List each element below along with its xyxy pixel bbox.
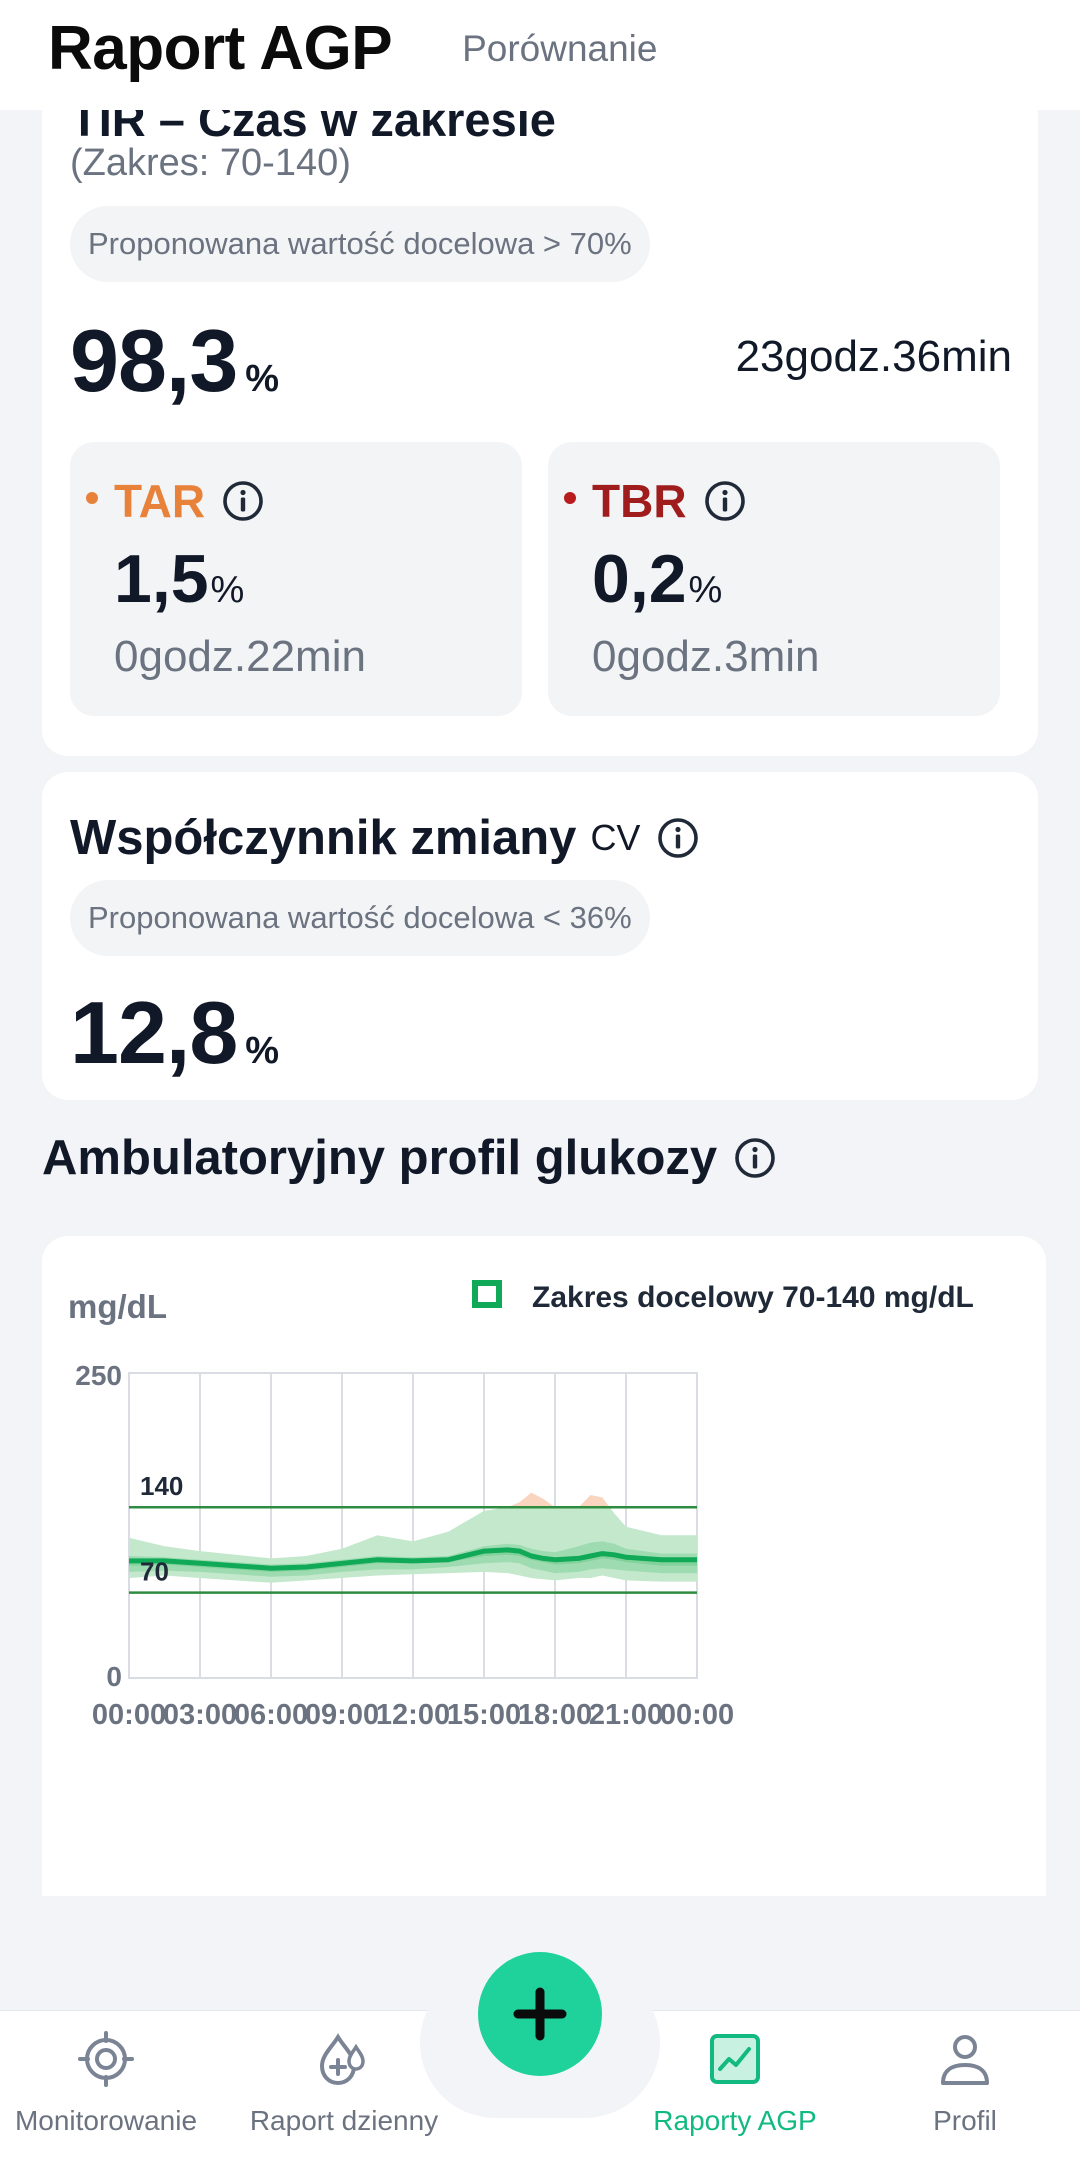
tir-target-pill: Proponowana wartość docelowa > 70% [70,206,650,282]
agp-section-title: Ambulatoryjny profil glukozy [42,1130,777,1186]
monitor-target-icon [78,2031,134,2087]
agp-chart: mg/dL Zakres docelowy 70-140 mg/dL 140 70… [68,1280,974,1731]
tar-header: TAR [86,474,265,528]
axis-ticks: 250000:0003:0006:0009:0012:0015:0018:002… [75,1360,734,1731]
daily-report-icon [319,2033,365,2086]
tbr-label: TBR [592,475,687,527]
agp-chart-card: mg/dL Zakres docelowy 70-140 mg/dL 140 70… [42,1236,1046,1896]
target-line-label: 70 [140,1557,169,1587]
info-icon[interactable] [703,479,747,523]
tir-unit: % [245,358,279,400]
agp-chart-icon [710,2034,760,2084]
tar-value-wrap: 1,5% [114,540,244,618]
nav-monitoring[interactable]: Monitorowanie [0,2011,212,2171]
outer-band-above-range [507,1492,610,1508]
x-tick-label: 00:00 [660,1699,734,1731]
tbr-card: TBR 0,2% 0godz.3min [548,442,1000,716]
tar-label: TAR [114,475,206,527]
legend-label: Zakres docelowy 70-140 mg/dL [532,1281,974,1314]
cv-abbr: CV [590,817,641,858]
tir-card: TIR – Czas w zakresie (Zakres: 70-140) P… [42,70,1038,756]
x-tick-label: 18:00 [518,1699,592,1731]
nav-daily-report[interactable]: Raport dzienny [228,2011,460,2171]
tir-time: 23godz.36min [735,332,1012,381]
tbr-unit: % [688,569,723,611]
x-tick-label: 12:00 [376,1699,450,1731]
profile-icon [941,2035,989,2085]
tbr-value: 0,2 [592,541,687,617]
x-tick-label: 21:00 [589,1699,663,1731]
nav-agp-reports[interactable]: Raporty AGP [630,2011,840,2171]
target-line-label: 140 [140,1471,183,1501]
tbr-header: TBR [564,474,747,528]
tbr-dot [564,492,576,504]
chart-grid [128,1372,698,1679]
nav-agp-reports-label: Raporty AGP [653,2105,817,2136]
cv-value-wrap: 12,8% [70,982,279,1084]
app-header: Raport AGP Porównanie [0,0,1080,110]
y-tick-label: 250 [75,1360,122,1391]
x-tick-label: 03:00 [163,1699,237,1731]
nav-profile-label: Profil [933,2105,997,2136]
tar-dot [86,492,98,504]
tbr-time: 0godz.3min [592,632,820,681]
x-tick-label: 00:00 [92,1699,166,1731]
cv-title-row: Współczynnik zmiany CV [70,810,700,866]
nav-monitoring-label: Monitorowanie [14,2105,198,2136]
add-button[interactable] [478,1952,602,2076]
cv-title: Współczynnik zmiany [70,811,577,865]
y-tick-label: 0 [106,1661,122,1692]
tir-value: 98,3 [70,311,238,410]
plus-icon [513,1987,567,2041]
median-line [129,1547,697,1571]
x-tick-label: 09:00 [305,1699,379,1731]
tir-range: (Zakres: 70-140) [70,142,351,184]
info-icon[interactable] [656,816,700,860]
tar-time: 0godz.22min [114,632,366,681]
target-lines: 140 70 [129,1471,697,1594]
target-range-legend-icon [472,1280,502,1308]
tab-compare[interactable]: Porównanie [462,28,658,69]
cv-value: 12,8 [70,983,238,1082]
info-icon[interactable] [221,479,265,523]
page-title: Raport AGP [48,14,393,83]
tar-value: 1,5 [114,541,209,617]
cv-card: Współczynnik zmiany CV Proponowana warto… [42,772,1038,1100]
agp-title: Ambulatoryjny profil glukozy [42,1131,718,1185]
cv-target-pill: Proponowana wartość docelowa < 36% [70,880,650,956]
x-tick-label: 15:00 [447,1699,521,1731]
nav-daily-report-label: Raport dzienny [249,2105,439,2136]
tar-unit: % [210,569,245,611]
nav-profile[interactable]: Profil [880,2011,1050,2171]
tar-card: TAR 1,5% 0godz.22min [70,442,522,716]
tir-value-wrap: 98,3% [70,310,279,412]
tbr-value-wrap: 0,2% [592,540,722,618]
cv-unit: % [245,1030,279,1072]
legend: Zakres docelowy 70-140 mg/dL [472,1280,974,1314]
info-icon[interactable] [733,1136,777,1180]
x-tick-label: 06:00 [234,1699,308,1731]
chart-bands [129,1492,697,1583]
y-axis-label: mg/dL [68,1288,167,1325]
